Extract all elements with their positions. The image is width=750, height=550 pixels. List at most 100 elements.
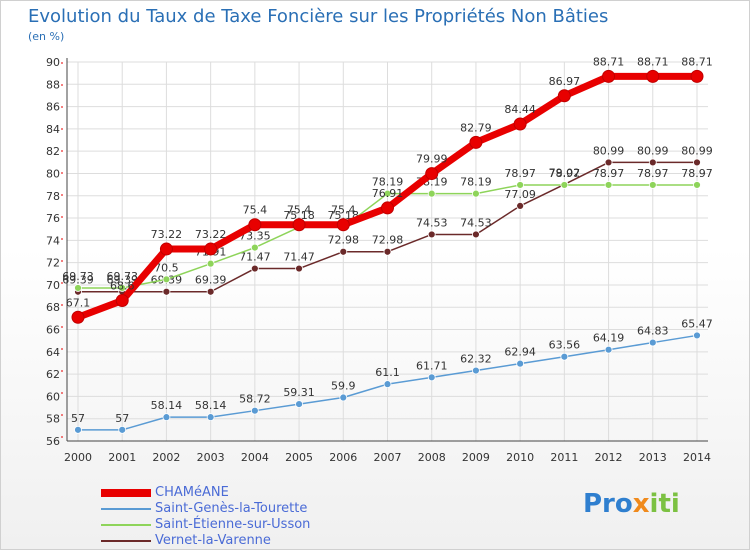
data-point (74, 284, 82, 292)
legend-label: CHAMéANE (155, 485, 229, 500)
data-label: 69.39 (62, 274, 94, 287)
data-label: 80.99 (681, 144, 713, 157)
data-label: 72.98 (328, 234, 360, 247)
y-tick-label: 62 (46, 368, 60, 381)
data-point (383, 189, 392, 198)
data-point (472, 366, 480, 375)
x-tick-label: 2003 (197, 451, 225, 464)
data-point (250, 406, 259, 415)
data-label: 57 (115, 412, 129, 425)
data-label: 74.53 (416, 216, 448, 229)
data-point (648, 158, 657, 167)
y-tick-label: 90 (46, 56, 60, 69)
data-point (162, 413, 171, 422)
data-point (516, 359, 525, 368)
y-tick-label: 66 (46, 324, 60, 337)
x-tick-label: 2008 (418, 451, 446, 464)
data-point (560, 181, 569, 189)
data-point (295, 400, 303, 409)
data-label: 78.97 (504, 167, 536, 180)
data-point (690, 69, 704, 83)
data-label: 70.5 (154, 261, 179, 274)
data-label: 63.56 (549, 339, 581, 352)
data-point (427, 230, 436, 239)
data-label: 58.14 (195, 399, 227, 412)
data-label: 78.97 (549, 167, 581, 180)
data-label: 62.32 (460, 353, 492, 366)
data-label: 76.91 (372, 187, 404, 200)
data-point (472, 230, 480, 239)
data-label: 79.99 (416, 153, 448, 166)
data-label: 59.9 (331, 380, 356, 393)
x-tick-label: 2000 (64, 451, 92, 464)
data-label: 58.72 (239, 393, 271, 406)
data-point (604, 345, 613, 354)
data-label: 61.1 (375, 366, 400, 379)
y-tick-label: 80 (46, 167, 60, 180)
data-point (162, 287, 171, 296)
data-label: 78.19 (460, 176, 492, 189)
data-label: 78.97 (593, 167, 625, 180)
data-point (648, 338, 657, 347)
y-tick-label: 72 (46, 257, 60, 270)
y-tick-label: 74 (46, 234, 60, 247)
data-label: 73.22 (151, 228, 183, 241)
legend-swatch (101, 508, 151, 510)
data-label: 65.47 (681, 317, 713, 330)
data-label: 69.73 (106, 270, 138, 283)
data-label: 57 (71, 412, 85, 425)
data-label: 68.6 (110, 280, 135, 293)
data-label: 59.31 (283, 386, 315, 399)
data-point (693, 158, 701, 167)
legend-item: CHAMéANE (101, 485, 310, 501)
data-label: 88.71 (681, 55, 713, 68)
data-point (516, 202, 525, 210)
data-point (381, 201, 394, 215)
data-point (648, 181, 657, 189)
y-tick-label: 70 (46, 279, 60, 292)
proxiti-logo: Proxiti (583, 489, 680, 519)
data-point (248, 218, 262, 232)
legend: CHAMéANE Saint-Genès-la-Tourette Saint-Éti… (101, 485, 310, 549)
y-tick-label: 86 (46, 101, 60, 114)
x-tick-label: 2001 (108, 451, 136, 464)
data-point (383, 380, 392, 389)
data-point (602, 69, 616, 83)
data-point (250, 243, 259, 252)
data-point (469, 135, 483, 149)
x-tick-label: 2010 (506, 451, 534, 464)
data-label: 71.47 (239, 251, 271, 264)
legend-item: Saint-Étienne-sur-Usson (101, 517, 310, 533)
y-tick-label: 76 (46, 212, 60, 225)
data-point (693, 181, 701, 189)
x-tick-label: 2014 (683, 451, 711, 464)
x-tick-label: 2007 (374, 451, 402, 464)
data-point (557, 89, 571, 103)
data-label: 62.94 (504, 346, 536, 359)
x-tick-label: 2011 (550, 451, 578, 464)
legend-label: Saint-Étienne-sur-Usson (155, 517, 311, 532)
data-point (250, 264, 259, 273)
data-label: 86.97 (549, 75, 581, 88)
data-point (295, 264, 303, 273)
data-label: 71.47 (283, 251, 315, 264)
y-tick-label: 58 (46, 413, 60, 426)
y-tick-label: 84 (46, 123, 60, 136)
x-tick-label: 2005 (285, 451, 313, 464)
data-point (516, 181, 525, 189)
legend-swatch (101, 524, 151, 526)
y-tick-label: 60 (46, 390, 60, 403)
data-point (115, 294, 129, 308)
data-label: 64.83 (637, 325, 669, 338)
data-point (604, 158, 613, 167)
x-tick-label: 2013 (639, 451, 667, 464)
legend-swatch (101, 540, 151, 542)
y-tick-label: 82 (46, 145, 60, 158)
data-label: 80.99 (593, 144, 625, 157)
legend-item: Saint-Genès-la-Tourette (101, 501, 310, 517)
data-point (118, 425, 127, 434)
data-point (71, 310, 85, 324)
y-axis-unit: (en %) (28, 30, 65, 43)
data-point (604, 181, 613, 189)
